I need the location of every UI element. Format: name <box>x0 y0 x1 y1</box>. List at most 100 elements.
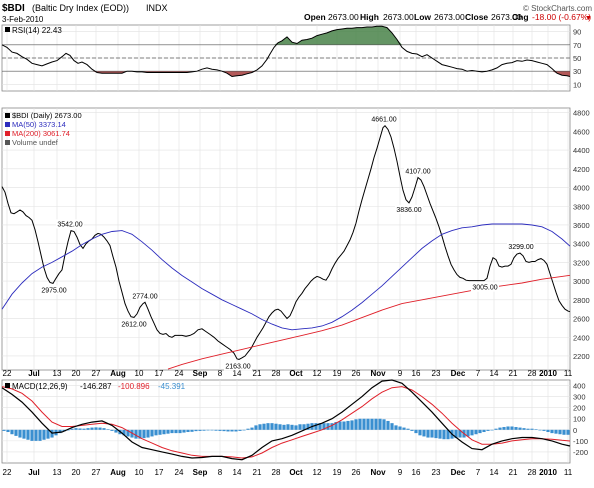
x-tick-label-top: 22 <box>3 369 12 378</box>
x-tick-label-bottom: 20 <box>72 468 81 477</box>
macd-tick-label: -100 <box>573 437 588 446</box>
macd-histogram-bar <box>430 429 434 438</box>
macd-histogram-bar <box>230 429 234 432</box>
annotation-bg <box>224 361 252 371</box>
macd-histogram-bar <box>102 428 106 430</box>
macd-histogram-bar <box>38 429 42 441</box>
x-tick-label-top: 17 <box>155 369 164 378</box>
macd-histogram-bar <box>78 428 82 430</box>
legends: RSI(14) 22.43 $BDI (Daily) 2673.00MA(50) … <box>5 26 186 391</box>
x-tick-label-bottom: 21 <box>509 468 518 477</box>
macd-histogram-bar <box>518 427 522 430</box>
x-tick-label-bottom: 21 <box>253 468 262 477</box>
macd-histogram-bar <box>338 421 342 430</box>
price-annotation: 2612.00 <box>120 319 148 329</box>
x-tick-label-top: 14 <box>233 369 242 378</box>
macd-histogram-bar <box>186 429 190 433</box>
macd-histogram-bar <box>334 422 338 430</box>
macd-histogram-bar <box>290 424 294 430</box>
annotation-label: 3005.00 <box>472 285 497 292</box>
x-tick-label-top: 21 <box>509 369 518 378</box>
x-tick-label-bottom: 10 <box>135 468 144 477</box>
macd-histogram-bar <box>506 426 510 430</box>
price-legend-label: Volume undef <box>12 138 59 147</box>
x-tick-label-top: 8 <box>218 369 223 378</box>
macd-histogram-bar <box>294 425 298 430</box>
annotation-bg <box>370 114 398 124</box>
chg-down-icon: ▼ <box>585 15 592 22</box>
price-annotation: 4107.00 <box>404 166 432 176</box>
macd-histogram-bar <box>490 429 494 431</box>
price-tick-label: 2800 <box>573 296 590 305</box>
macd-histogram-bar <box>158 429 162 435</box>
macd-histogram-bar <box>522 428 526 430</box>
macd-histogram-bar <box>314 423 318 430</box>
x-tick-label-top: 13 <box>53 369 62 378</box>
macd-histogram-bar <box>86 428 90 430</box>
ticker-symbol: $BDI <box>2 3 25 14</box>
price-tick-label: 4200 <box>573 165 590 174</box>
x-tick-label-bottom: 2010 <box>539 468 557 477</box>
macd-histogram-bar <box>74 428 78 430</box>
macd-histogram-bar <box>82 428 86 430</box>
price-annotation: 4661.00 <box>370 114 398 124</box>
x-tick-label-top: 24 <box>175 369 184 378</box>
macd-histogram-bar <box>514 427 518 430</box>
macd-panel <box>1 379 571 464</box>
macd-histogram-bar <box>10 429 14 435</box>
macd-histogram-bar <box>402 427 406 430</box>
price-annotation: 2163.00 <box>224 361 252 371</box>
x-tick-label-bottom: 16 <box>412 468 421 477</box>
rsi-tick-label: 90 <box>573 28 581 37</box>
price-tick-label: 2200 <box>573 352 590 361</box>
chg-label: Chg <box>512 12 529 22</box>
low-label: Low <box>414 12 431 22</box>
macd-histogram-bar <box>414 429 418 434</box>
macd-histogram-bar <box>126 429 130 437</box>
x-tick-label-bottom: 14 <box>490 468 499 477</box>
annotation-label: 3542.00 <box>57 221 82 228</box>
price-tick-label: 4600 <box>573 127 590 136</box>
x-tick-label-top: 19 <box>333 369 342 378</box>
annotation-label: 2163.00 <box>225 363 250 370</box>
x-tick-label-bottom: Sep <box>193 468 208 477</box>
x-tick-label-bottom: 14 <box>233 468 242 477</box>
x-tick-label-top: 27 <box>92 369 101 378</box>
rsi-tick-label: 50 <box>573 54 581 63</box>
price-tick-label: 3400 <box>573 240 590 249</box>
macd-histogram-bar <box>226 429 230 432</box>
open-value: 2673.00 <box>328 12 359 22</box>
x-tick-label-bottom: Oct <box>289 468 303 477</box>
price-tick-label: 4000 <box>573 184 590 193</box>
macd-histogram-bar <box>466 429 470 437</box>
macd-histogram-bar <box>266 423 270 430</box>
x-tick-label-bottom: Jul <box>28 468 40 477</box>
macd-histogram-bar <box>274 423 278 430</box>
price-panel <box>1 107 571 371</box>
macd-histogram-bar <box>18 429 22 438</box>
macd-histogram-bar <box>370 418 374 430</box>
macd-histogram-bar <box>138 429 142 439</box>
macd-histogram-bar <box>146 429 150 438</box>
macd-histogram-bar <box>106 429 110 430</box>
macd-histogram-bar <box>530 428 534 430</box>
x-tick-label-top: 14 <box>490 369 499 378</box>
macd-histogram-bar <box>218 429 222 431</box>
macd-histogram-bar <box>170 429 174 434</box>
x-tick-label-bottom: 22 <box>3 468 12 477</box>
price-legend-label: MA(200) 3061.74 <box>12 129 70 138</box>
rsi-plot <box>1 25 571 78</box>
macd-histogram-bar <box>2 429 6 431</box>
macd-value-label: -146.287 <box>80 382 112 391</box>
macd-histogram-bar <box>46 429 50 439</box>
macd-histogram-bar <box>22 429 26 439</box>
macd-tick-label: 300 <box>573 393 586 402</box>
x-tick-label-bottom: 27 <box>92 468 101 477</box>
macd-histogram-bar <box>398 426 402 430</box>
macd-histogram-bar <box>394 425 398 430</box>
price-legend-swatch <box>5 131 10 136</box>
ticker-name: (Baltic Dry Index (EOD)) <box>32 3 129 13</box>
x-tick-label-top: 28 <box>528 369 537 378</box>
watermark: © StockCharts.com <box>523 4 592 13</box>
